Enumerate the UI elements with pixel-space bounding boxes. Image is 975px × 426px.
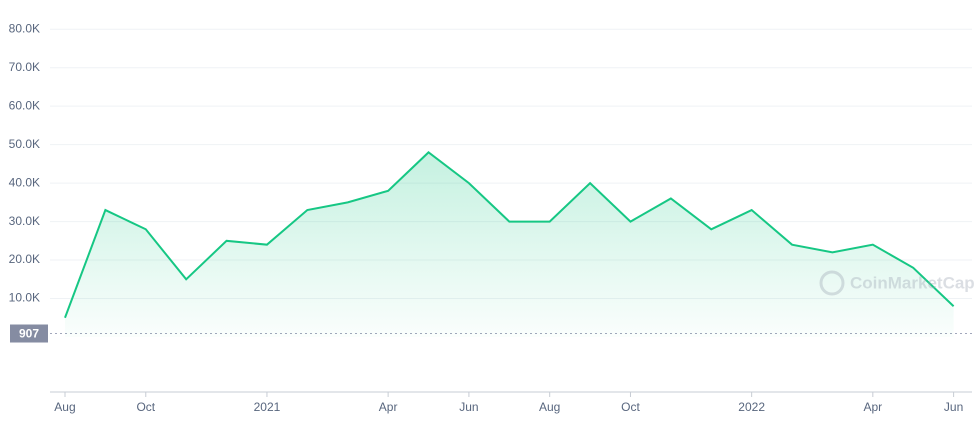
watermark: CoinMarketCap: [819, 270, 975, 296]
x-tick-label: 2021: [254, 400, 281, 414]
y-tick-label: 10.0K: [9, 291, 40, 305]
x-tick-label: 2022: [738, 400, 765, 414]
y-tick-label: 50.0K: [9, 137, 40, 151]
y-tick-label: 60.0K: [9, 98, 40, 112]
y-tick-label: 40.0K: [9, 175, 40, 189]
x-tick-label: Aug: [539, 400, 560, 414]
y-tick-label: 70.0K: [9, 60, 40, 74]
y-tick-label: 20.0K: [9, 252, 40, 266]
x-tick-label: Jun: [944, 400, 963, 414]
area-fill: [64, 152, 954, 337]
watermark-text: CoinMarketCap: [850, 273, 975, 292]
y-tick-label: 30.0K: [9, 214, 40, 228]
x-tick-label: Oct: [621, 400, 640, 414]
x-tick-label: Oct: [136, 400, 155, 414]
x-tick-label: Jun: [459, 400, 478, 414]
x-tick-label: Apr: [863, 400, 882, 414]
x-tick-label: Aug: [54, 400, 75, 414]
baseline-box: [10, 324, 48, 343]
price-line: [64, 151, 955, 319]
baseline-label: 907: [19, 327, 39, 341]
x-tick-label: Apr: [379, 400, 398, 414]
y-tick-label: 80.0K: [9, 21, 40, 35]
